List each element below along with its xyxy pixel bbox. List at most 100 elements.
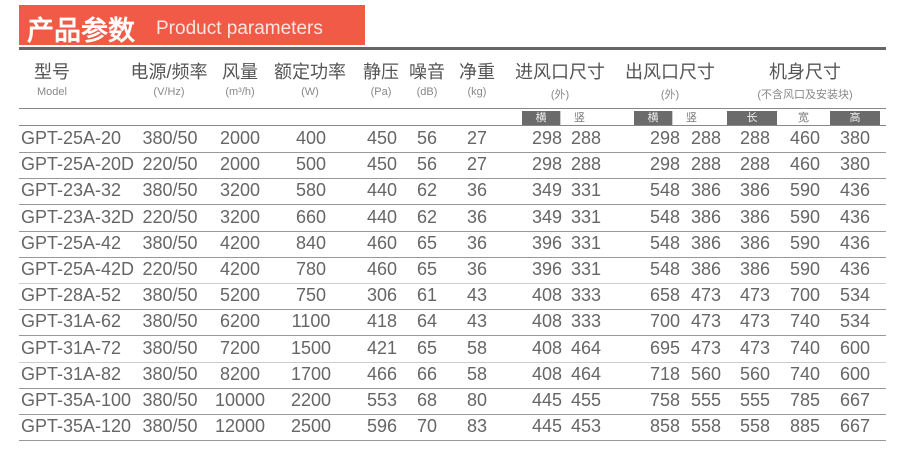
cell-power-supply: 220/50 (142, 259, 198, 279)
cell-outlet-horizontal: 758 (649, 390, 681, 410)
cell-noise: 56 (416, 128, 438, 148)
cell-body-width: 885 (789, 416, 821, 437)
table-row: GPT-35A-120 380/50 12000 2500 596 70 83 445 453 8… (19, 414, 886, 442)
cell-outlet-vertical: 288 (690, 154, 722, 175)
cell-airflow: 2000 (219, 128, 261, 148)
cell-inlet-horizontal: 408 (531, 337, 563, 358)
cell-static-pressure: 421 (366, 337, 398, 358)
cell-body-length: 288 (739, 154, 771, 175)
header-rated-power: 额定功率 (W) (274, 62, 346, 98)
header-rule (19, 108, 886, 109)
cell-outlet-horizontal: 658 (649, 285, 681, 306)
cell-model: GPT-25A-42 (21, 232, 122, 253)
cell-inlet-vertical: 333 (570, 311, 602, 332)
top-rule (19, 47, 886, 50)
cell-rated-power: 500 (295, 154, 327, 175)
cell-inlet-vertical: 333 (570, 285, 602, 306)
title-zh: 产品参数 (27, 16, 135, 46)
cell-body-height: 534 (839, 285, 871, 306)
cell-body-height: 380 (839, 154, 871, 175)
cell-body-length: 473 (739, 337, 771, 358)
header-inlet-size: 进风口尺寸 (外) (515, 62, 605, 101)
cell-inlet-horizontal: 408 (531, 285, 563, 306)
cell-power-supply: 380/50 (142, 416, 198, 437)
cell-outlet-vertical: 560 (690, 363, 722, 384)
cell-rated-power: 2200 (290, 390, 332, 410)
header-static-pressure: 静压 (Pa) (363, 62, 399, 98)
cell-outlet-horizontal: 718 (649, 363, 681, 384)
subheader-outlet-vertical: 竖 (672, 111, 710, 126)
cell-inlet-horizontal: 408 (531, 311, 563, 332)
cell-rated-power: 750 (295, 285, 327, 306)
subheader-height: 高 (830, 111, 880, 126)
title-en: Product parameters (156, 18, 323, 39)
cell-body-width: 590 (789, 232, 821, 253)
subheader-outlet-horizontal: 横 (634, 111, 672, 126)
cell-outlet-horizontal: 548 (649, 180, 681, 201)
cell-airflow: 4200 (219, 232, 261, 253)
cell-net-weight: 43 (466, 311, 488, 332)
cell-power-supply: 380/50 (142, 311, 198, 332)
cell-power-supply: 380/50 (142, 390, 198, 410)
cell-outlet-vertical: 473 (690, 285, 722, 306)
cell-outlet-horizontal: 858 (649, 416, 681, 437)
cell-static-pressure: 596 (366, 416, 398, 437)
cell-body-height: 600 (839, 337, 871, 358)
cell-inlet-vertical: 331 (570, 180, 602, 201)
cell-power-supply: 220/50 (142, 206, 198, 227)
cell-inlet-vertical: 331 (570, 206, 602, 227)
cell-body-width: 460 (789, 128, 821, 148)
header-airflow: 风量 (m³/h) (222, 62, 258, 98)
cell-body-height: 436 (839, 206, 871, 227)
cell-inlet-vertical: 288 (570, 128, 602, 148)
cell-model: GPT-25A-20 (21, 128, 122, 148)
cell-noise: 62 (416, 180, 438, 201)
table-row: GPT-25A-20D 220/50 2000 500 450 56 27 298 288 298… (19, 152, 886, 180)
cell-rated-power: 780 (295, 259, 327, 279)
cell-outlet-vertical: 386 (690, 232, 722, 253)
cell-body-length: 386 (739, 180, 771, 201)
header-model: 型号 Model (34, 62, 70, 98)
cell-outlet-horizontal: 548 (649, 232, 681, 253)
cell-net-weight: 36 (466, 206, 488, 227)
header-body-size: 机身尺寸 (不含风口及安装块) (757, 62, 853, 101)
cell-static-pressure: 440 (366, 180, 398, 201)
cell-noise: 70 (416, 416, 438, 437)
cell-net-weight: 27 (466, 154, 488, 175)
cell-static-pressure: 553 (366, 390, 398, 410)
cell-static-pressure: 306 (366, 285, 398, 306)
cell-inlet-vertical: 288 (570, 154, 602, 175)
table-row: GPT-31A-62 380/50 6200 1100 418 64 43 408 333 700… (19, 309, 886, 337)
cell-noise: 56 (416, 154, 438, 175)
cell-noise: 68 (416, 390, 438, 410)
cell-model: GPT-31A-62 (21, 311, 122, 332)
cell-static-pressure: 418 (366, 311, 398, 332)
subheader-width: 宽 (777, 111, 830, 126)
table-row: GPT-31A-72 380/50 7200 1500 421 65 58 408 464 695… (19, 336, 886, 363)
cell-body-width: 740 (789, 337, 821, 358)
cell-body-length: 560 (739, 363, 771, 384)
cell-body-length: 473 (739, 311, 771, 332)
cell-body-length: 386 (739, 259, 771, 279)
cell-inlet-vertical: 331 (570, 232, 602, 253)
cell-body-length: 386 (739, 206, 771, 227)
cell-body-height: 436 (839, 259, 871, 279)
cell-body-height: 667 (839, 390, 871, 410)
subheader-inlet-horizontal: 横 (522, 111, 560, 126)
cell-static-pressure: 466 (366, 363, 398, 384)
cell-inlet-horizontal: 298 (531, 128, 563, 148)
cell-airflow: 10000 (214, 390, 266, 410)
cell-static-pressure: 460 (366, 259, 398, 279)
cell-net-weight: 58 (466, 337, 488, 358)
cell-static-pressure: 450 (366, 128, 398, 148)
cell-static-pressure: 440 (366, 206, 398, 227)
cell-net-weight: 36 (466, 180, 488, 201)
table-row: GPT-28A-52 380/50 5200 750 306 61 43 408 333 658 4… (19, 283, 886, 311)
cell-rated-power: 1500 (290, 337, 332, 358)
cell-static-pressure: 450 (366, 154, 398, 175)
cell-airflow: 3200 (219, 180, 261, 201)
cell-outlet-horizontal: 298 (649, 154, 681, 175)
cell-outlet-horizontal: 700 (649, 311, 681, 332)
header-power-supply: 电源/频率 (V/Hz) (130, 62, 208, 98)
